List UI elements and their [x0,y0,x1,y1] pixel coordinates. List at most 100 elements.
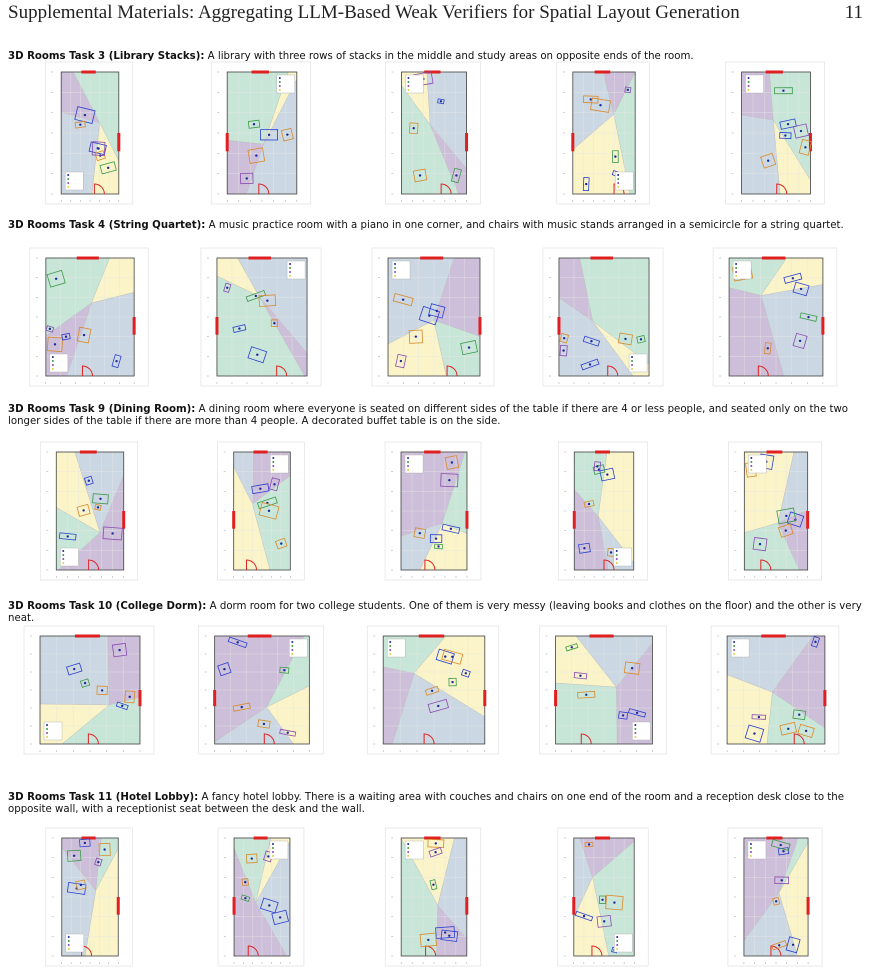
furniture [583,499,595,508]
legend-dot [617,178,620,180]
legend [405,74,424,94]
furniture [777,523,794,538]
furniture-center [79,883,83,887]
furniture [774,876,790,885]
furniture [241,878,249,887]
furniture [448,677,457,687]
legend-dot [735,267,738,269]
legend-dot [616,940,619,942]
window [594,836,611,840]
window [761,256,786,260]
legend-dot [407,77,410,79]
header-title: Supplemental Materials: Aggregating LLM-… [8,2,740,23]
furniture [99,161,117,175]
furniture-center [72,854,76,857]
furniture [618,711,629,720]
window [589,634,614,638]
furniture [793,123,809,139]
legend-dot [271,851,274,853]
legend-dot [407,469,410,471]
furniture-center [267,133,271,137]
legend-dot [62,554,65,556]
door [440,183,452,195]
furniture-center [467,346,471,349]
furniture-center [83,681,87,685]
furniture-center [624,337,627,341]
furniture-center [432,883,435,886]
legend-dot [616,944,619,946]
legend-dot [634,732,637,734]
legend-dot [634,724,637,726]
furniture-center [588,363,592,366]
legend-dot [67,948,70,950]
legend-dot [46,724,49,726]
furniture [257,719,271,729]
furniture [429,534,443,544]
caption-text: A library with three rows of stacks in t… [207,51,694,62]
furniture-center [434,537,438,540]
legend-dot [749,847,752,849]
furniture-center [584,182,588,186]
legend-dot [291,645,294,647]
legend-dot [272,457,275,459]
legend-dot [407,461,410,463]
furniture [408,329,424,344]
furniture [565,643,579,652]
furniture-center [596,465,599,468]
legend [64,171,84,191]
furniture [434,543,443,550]
furniture-center [590,340,593,343]
furniture-center [582,914,586,918]
furniture-center [244,896,247,900]
furniture-center [804,729,808,733]
legend [614,933,633,953]
furniture-center [434,842,438,845]
window [122,511,126,529]
furniture [247,346,268,364]
window [213,690,217,707]
furniture-center [240,705,243,709]
legend-dot [733,653,736,655]
window [572,511,576,529]
furniture [460,340,478,356]
furniture [115,701,129,711]
furniture-center [414,335,418,338]
furniture [232,702,251,712]
furniture [582,177,590,192]
furniture-center [100,689,104,692]
window [116,897,120,915]
furniture [590,97,611,113]
legend-dot [750,461,753,463]
furniture-center [639,338,643,341]
legend-dot [289,263,292,265]
window [248,256,272,260]
furniture-center [799,287,803,291]
caption: 3D Rooms Task 9 (Dining Room): A dining … [8,404,863,428]
furniture-center [786,122,790,126]
window [821,317,825,335]
legend-dot [62,550,65,552]
furniture-center [418,531,422,535]
furniture [79,678,91,688]
furniture-center [570,646,573,649]
furniture-center [798,339,802,343]
furniture-center [606,473,609,476]
furniture [280,127,294,142]
furniture-center [785,514,788,518]
legend-dot [289,271,292,273]
furniture-center [273,483,276,486]
furniture-center [82,333,86,337]
legend-dot [747,89,750,91]
legend [289,638,308,658]
furniture-center [64,335,68,338]
legend-dot [735,275,738,277]
window [554,690,558,707]
furniture-center [401,298,405,301]
furniture-center [602,920,606,923]
furniture-center [435,309,439,313]
door [770,945,782,957]
furniture-center [589,98,592,101]
furniture [76,326,92,344]
furniture-center [451,655,454,658]
legend-dot [733,641,736,643]
